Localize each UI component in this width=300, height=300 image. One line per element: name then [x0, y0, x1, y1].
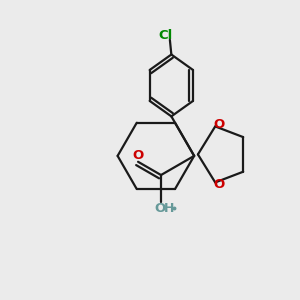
Text: H: H — [164, 202, 174, 214]
Text: O: O — [132, 149, 144, 162]
Text: O: O — [213, 118, 225, 130]
Text: O: O — [154, 202, 165, 214]
Text: O: O — [213, 178, 225, 191]
Text: Cl: Cl — [158, 29, 172, 43]
